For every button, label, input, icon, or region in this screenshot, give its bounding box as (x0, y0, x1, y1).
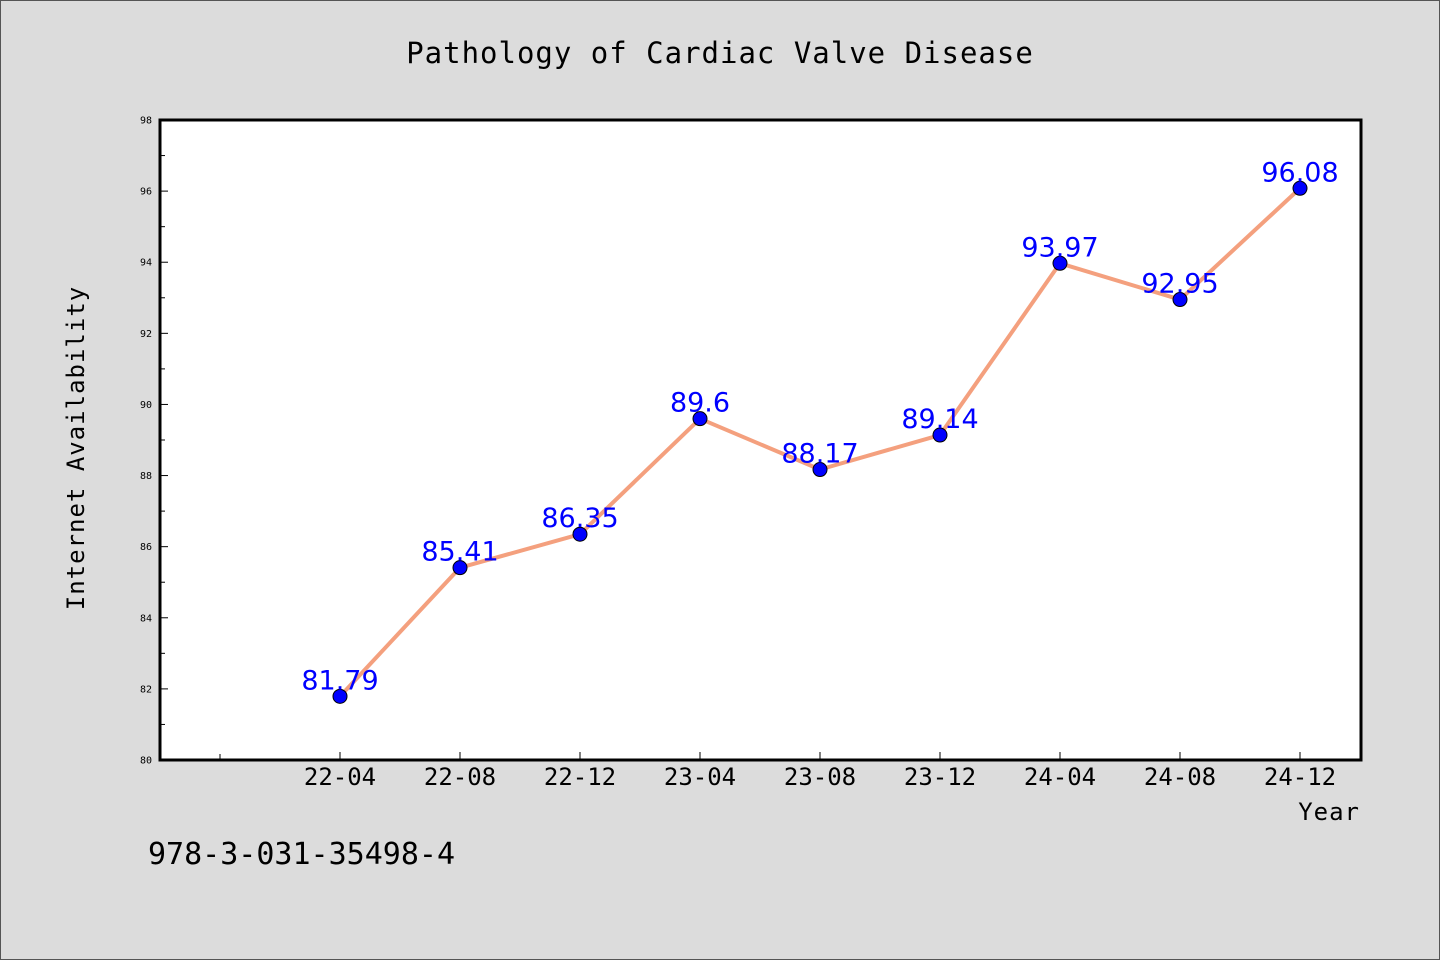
x-tick-label: 22-12 (544, 763, 616, 791)
data-point (692, 411, 708, 427)
data-label: 88.17 (781, 439, 858, 470)
series-line-group (332, 180, 1308, 704)
x-tick-label: 23-12 (904, 763, 976, 791)
x-tick-label: 24-12 (1264, 763, 1336, 791)
data-point (1172, 292, 1188, 308)
y-tick-label: 82 (140, 684, 152, 695)
x-axis: 22-04 22-08 22-12 23-04 23-08 23-12 24-04 24-08… (219, 752, 1336, 791)
data-label: 81.79 (301, 665, 378, 696)
data-point (572, 526, 588, 542)
x-axis-label: Year (1298, 798, 1360, 826)
data-label: 92.95 (1141, 269, 1218, 300)
x-tick-label: 23-04 (664, 763, 736, 791)
x-tick-label: 24-04 (1024, 763, 1096, 791)
data-point (332, 688, 348, 704)
data-label: 86.35 (541, 503, 618, 534)
y-tick-label: 98 (140, 116, 152, 127)
y-tick-label: 88 (140, 471, 152, 482)
y-tick-label: 84 (140, 613, 152, 624)
footer-code: 978-3-031-35498-4 (148, 837, 455, 872)
y-tick-label: 80 (140, 756, 152, 767)
y-tick-label: 90 (140, 400, 152, 411)
y-tick-label: 86 (140, 542, 152, 553)
data-point (1052, 255, 1068, 271)
y-axis-label: Internet Availability (62, 286, 90, 610)
chart-title: Pathology of Cardiac Valve Disease (406, 36, 1034, 70)
data-label: 89.6 (670, 388, 730, 419)
data-label: 96.08 (1261, 157, 1338, 188)
y-axis: 80 82 84 86 88 90 92 94 96 98 (140, 116, 168, 767)
data-point (1292, 180, 1308, 196)
data-label: 85.41 (421, 537, 498, 568)
x-tick-label: 22-04 (304, 763, 376, 791)
y-tick-label: 94 (140, 258, 152, 269)
data-point (932, 427, 948, 443)
plot-area (158, 118, 1363, 762)
data-point (812, 462, 828, 478)
y-tick-label: 96 (140, 187, 152, 198)
x-tick-label: 22-08 (424, 763, 496, 791)
data-label: 89.14 (901, 404, 978, 435)
data-point (452, 560, 468, 576)
data-label: 93.97 (1021, 232, 1098, 263)
y-tick-label: 92 (140, 329, 152, 340)
x-tick-label: 24-08 (1144, 763, 1216, 791)
x-tick-label: 23-08 (784, 763, 856, 791)
data-label-group: 81.79 85.41 86.35 89.6 88.17 89.14 93.97 92.95 9… (301, 157, 1338, 696)
